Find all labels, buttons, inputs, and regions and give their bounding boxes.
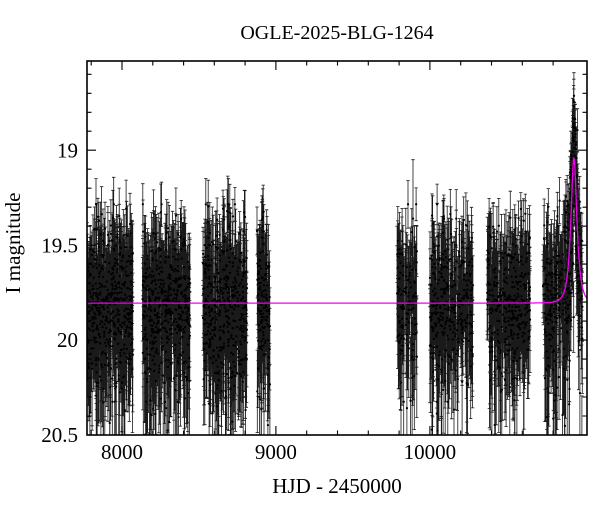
plot-area bbox=[87, 72, 587, 435]
x-tick-labels: 8000 9000 10000 bbox=[101, 440, 456, 464]
x-tick-label: 10000 bbox=[404, 440, 457, 464]
x-tick-label: 8000 bbox=[101, 440, 143, 464]
x-axis-label: HJD - 2450000 bbox=[272, 474, 402, 498]
chart-title: OGLE-2025-BLG-1264 bbox=[240, 22, 433, 44]
y-tick-label: 20 bbox=[57, 328, 78, 352]
y-tick-label: 19 bbox=[57, 138, 78, 162]
model-curve bbox=[87, 156, 587, 304]
y-axis-label: I magnitude bbox=[1, 193, 25, 294]
plot-frame bbox=[86, 60, 588, 436]
y-tick-labels: 19 19.5 20 20.5 bbox=[41, 138, 78, 447]
y-tick-label: 20.5 bbox=[41, 423, 78, 447]
x-tick-label: 9000 bbox=[255, 440, 297, 464]
axis-ticks bbox=[87, 61, 587, 436]
error-bars bbox=[87, 72, 584, 435]
y-tick-label: 19.5 bbox=[41, 233, 78, 257]
